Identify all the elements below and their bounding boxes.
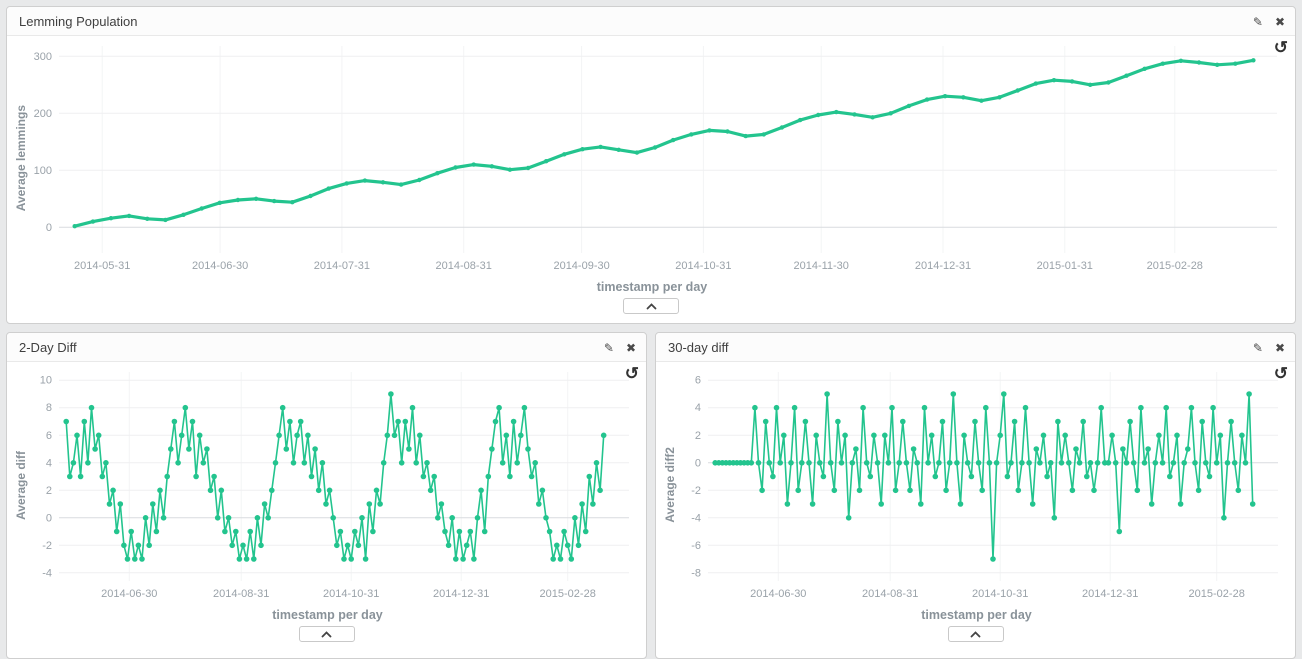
y-axis-title-text: Average lemmings [14, 104, 28, 212]
panel-2-day-diff: 2-Day Diff ✎ ✖ ↺ Average diff -4 -2 0 2 4 6 8 1… [6, 332, 647, 659]
panel-header: 30-day diff ✎ ✖ [656, 333, 1295, 362]
svg-text:2015-01-31: 2015-01-31 [1037, 260, 1093, 272]
edit-icon[interactable]: ✎ [603, 340, 614, 355]
chevron-up-icon [646, 302, 656, 309]
panel-header: 2-Day Diff ✎ ✖ [7, 333, 646, 362]
panel-30-day-diff: 30-day diff ✎ ✖ ↺ Average diff2 -8 -6 -4 -2… [655, 332, 1296, 659]
y-axis-title-text: Average diff [14, 450, 28, 520]
svg-text:2015-02-28: 2015-02-28 [1189, 588, 1245, 600]
collapse-button[interactable] [947, 626, 1004, 642]
collapse-button[interactable] [298, 626, 355, 642]
panel-title: 2-Day Diff [19, 340, 77, 355]
svg-text:0: 0 [46, 512, 52, 524]
edit-icon[interactable]: ✎ [1252, 340, 1263, 355]
svg-text:2014-06-30: 2014-06-30 [192, 260, 248, 272]
svg-text:4: 4 [695, 402, 701, 414]
svg-text:-4: -4 [42, 567, 52, 579]
svg-text:0: 0 [46, 222, 52, 234]
svg-text:2014-06-30: 2014-06-30 [750, 588, 806, 600]
svg-text:6: 6 [46, 430, 52, 442]
svg-text:2014-12-31: 2014-12-31 [915, 260, 971, 272]
svg-text:-6: -6 [691, 540, 701, 552]
chevron-up-icon [970, 630, 981, 637]
svg-text:2014-11-30: 2014-11-30 [793, 260, 848, 272]
svg-text:2014-05-31: 2014-05-31 [74, 260, 130, 272]
svg-text:100: 100 [34, 165, 52, 177]
svg-text:200: 200 [34, 108, 52, 120]
svg-text:2014-08-31: 2014-08-31 [213, 588, 269, 600]
x-axis-title: timestamp per day [921, 608, 1032, 622]
x-axis-title: timestamp per day [596, 280, 708, 294]
svg-text:2014-12-31: 2014-12-31 [1082, 588, 1138, 600]
panel-lemming-population: Lemming Population ✎ ✖ ↺ Average lemming… [6, 6, 1296, 324]
svg-text:8: 8 [46, 402, 52, 414]
y-axis-title-text: Average diff2 [663, 447, 677, 523]
x-axis-title: timestamp per day [272, 608, 383, 622]
svg-text:2014-07-31: 2014-07-31 [314, 260, 370, 272]
rotate-ccw-icon[interactable]: ↺ [1273, 38, 1288, 57]
panel-header: Lemming Population ✎ ✖ [7, 7, 1295, 36]
svg-text:2014-12-31: 2014-12-31 [433, 588, 489, 600]
svg-text:6: 6 [695, 375, 701, 387]
svg-text:300: 300 [34, 51, 52, 63]
svg-text:2015-02-28: 2015-02-28 [540, 588, 596, 600]
close-icon[interactable]: ✖ [625, 340, 636, 355]
svg-text:-2: -2 [691, 485, 701, 497]
close-icon[interactable]: ✖ [1274, 14, 1285, 29]
y-axis-title: Average lemmings [13, 39, 29, 277]
rotate-ccw-icon[interactable]: ↺ [624, 364, 639, 383]
svg-text:2014-08-31: 2014-08-31 [862, 588, 918, 600]
two-day-diff-chart[interactable]: -4 -2 0 2 4 6 8 10 2014-06-30 2014-08-31 2014-10-3… [29, 365, 641, 605]
svg-text:2015-02-28: 2015-02-28 [1147, 260, 1203, 272]
svg-text:2014-08-31: 2014-08-31 [436, 260, 492, 272]
svg-text:-2: -2 [42, 540, 52, 552]
y-axis-title: Average diff2 [662, 365, 678, 605]
chart-area: ↺ Average lemmings 0 100 200 300 2014-05-31 2… [7, 36, 1295, 295]
svg-text:2014-10-31: 2014-10-31 [972, 588, 1028, 600]
collapse-button[interactable] [623, 298, 679, 314]
svg-text:2014-09-30: 2014-09-30 [553, 260, 609, 272]
chevron-up-icon [321, 630, 332, 637]
panel-title: 30-day diff [668, 340, 729, 355]
svg-text:2014-06-30: 2014-06-30 [101, 588, 157, 600]
svg-text:-4: -4 [691, 512, 701, 524]
panel-header-icons: ✎ ✖ [604, 342, 636, 354]
chart-area: ↺ Average diff2 -8 -6 -4 -2 0 2 4 6 2014-06-30 20… [656, 362, 1295, 623]
close-icon[interactable]: ✖ [1274, 340, 1285, 355]
lemming-population-chart[interactable]: 0 100 200 300 2014-05-31 2014-06-30 2014-07-31… [29, 39, 1289, 277]
svg-text:2014-10-31: 2014-10-31 [675, 260, 731, 272]
svg-text:-8: -8 [691, 567, 701, 579]
panel-header-icons: ✎ ✖ [1253, 16, 1285, 28]
edit-icon[interactable]: ✎ [1252, 14, 1263, 29]
svg-text:2: 2 [46, 485, 52, 497]
thirty-day-diff-chart[interactable]: -8 -6 -4 -2 0 2 4 6 2014-06-30 2014-08-31 2014-10-… [678, 365, 1290, 605]
panel-title: Lemming Population [19, 14, 138, 29]
svg-text:2: 2 [695, 430, 701, 442]
svg-text:4: 4 [46, 457, 52, 469]
svg-text:2014-10-31: 2014-10-31 [323, 588, 379, 600]
svg-text:10: 10 [40, 375, 52, 387]
rotate-ccw-icon[interactable]: ↺ [1273, 364, 1288, 383]
y-axis-title: Average diff [13, 365, 29, 605]
chart-area: ↺ Average diff -4 -2 0 2 4 6 8 10 2014-06-30 2014… [7, 362, 646, 623]
panel-header-icons: ✎ ✖ [1253, 342, 1285, 354]
svg-text:0: 0 [695, 457, 701, 469]
